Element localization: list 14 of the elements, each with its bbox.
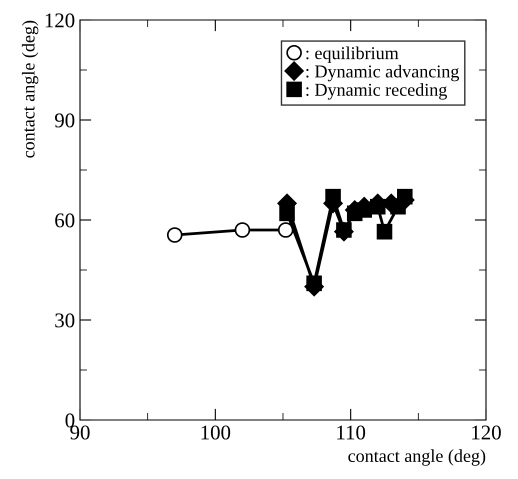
y-axis-title: contact angle (deg) (22, 20, 38, 158)
y-tick-label: 0 (66, 413, 74, 428)
legend-label: : equilibrium (306, 46, 398, 63)
legend-label: : Dynamic advancing (306, 64, 460, 82)
x-tick-label: 100 (202, 425, 230, 440)
x-tick-label: 110 (337, 425, 366, 440)
y-tick-label: 120 (46, 13, 74, 28)
x-tick-label: 90 (70, 425, 90, 440)
legend-label: : Dynamic receding (306, 83, 447, 100)
y-tick-label: 30 (55, 313, 74, 328)
x-axis-title: contact angle (deg) (348, 449, 486, 466)
x-tick-label: 120 (472, 425, 501, 440)
y-tick-label: 60 (55, 213, 74, 228)
y-tick-label: 90 (54, 113, 74, 128)
